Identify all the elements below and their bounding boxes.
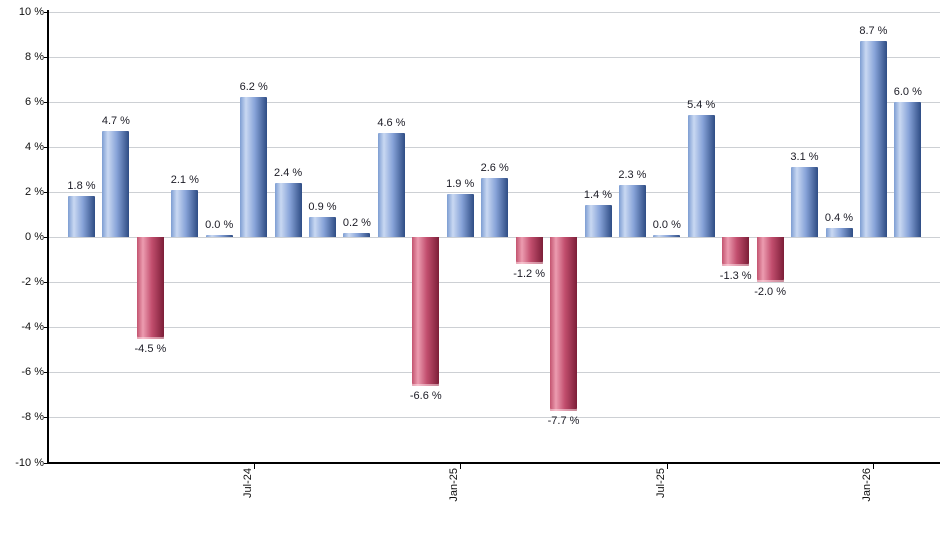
y-axis-tick--4pct [44, 327, 48, 328]
bar-Feb-24 [68, 196, 95, 237]
bar-Nov-24 [377, 133, 405, 237]
y-axis-tick-4pct [44, 147, 48, 148]
y-axis-label-10pct: 10 % [18, 6, 44, 18]
bar-value-label-Sep-25: -1.3 % [719, 270, 752, 283]
x-axis-label-Jan-26: Jan-26 [861, 468, 873, 502]
bar-value-label-Aug-24: 2.4 % [274, 166, 303, 179]
gridline-4pct [48, 147, 940, 148]
y-axis-label--8pct: -8 % [21, 411, 44, 423]
bar-value-label-Mar-24: 4.7 % [101, 115, 130, 127]
bar-value-label-Nov-24: 4.6 % [377, 117, 406, 130]
bar-Aug-24 [274, 182, 302, 237]
bar-Dec-24 [412, 237, 440, 386]
bar-Mar-25 [515, 237, 543, 265]
bar-Mar-24 [102, 131, 130, 237]
bar-Oct-24 [343, 232, 371, 237]
x-axis-line [47, 462, 940, 464]
y-axis-label-8pct: 8 % [25, 51, 44, 63]
y-axis-tick-0pct [44, 237, 48, 238]
bar-value-label-Dec-25: 0.4 % [824, 212, 854, 224]
bar-value-label-Aug-25: 5.4 % [687, 99, 716, 112]
y-axis-label-4pct: 4 % [25, 141, 44, 153]
gridline--4pct [48, 327, 940, 328]
gridline-0pct [48, 237, 940, 238]
bar-value-label-Jul-25: 0.0 % [652, 219, 681, 231]
gridline--2pct [48, 282, 940, 283]
bar-value-label-Jun-24: 0.0 % [205, 219, 234, 231]
gridline-6pct [48, 102, 940, 103]
x-axis-label-Jan-25: Jan-25 [448, 468, 460, 502]
bar-value-label-Feb-24: 1.8 % [67, 180, 96, 193]
y-axis-label--10pct: -10 % [15, 457, 44, 469]
bar-value-label-Mar-25: -1.2 % [513, 268, 545, 281]
bar-value-label-Nov-25: 3.1 % [790, 151, 819, 164]
y-axis-tick-10pct [44, 12, 48, 13]
bar-value-label-Jan-26: 8.7 % [859, 24, 888, 37]
bar-Feb-26 [894, 101, 922, 237]
gridline-10pct [48, 12, 940, 13]
x-axis-tick-Jan-26 [873, 464, 874, 469]
bar-value-label-May-25: 1.4 % [583, 189, 613, 202]
y-axis-label-2pct: 2 % [25, 186, 44, 198]
y-axis-line [47, 10, 49, 464]
y-axis-tick--2pct [44, 282, 48, 283]
x-axis-tick-Jul-24 [254, 464, 255, 469]
bar-Sep-24 [309, 216, 336, 237]
y-axis-tick--6pct [44, 372, 48, 373]
gridline--8pct [48, 417, 940, 418]
bar-value-label-May-24: 2.1 % [170, 173, 199, 186]
bar-Jul-25 [653, 235, 681, 237]
y-axis-tick--10pct [44, 463, 48, 464]
y-axis-label--6pct: -6 % [21, 366, 44, 378]
y-axis-label-6pct: 6 % [25, 96, 44, 108]
bar-Oct-25 [756, 237, 784, 283]
bar-value-label-Dec-24: -6.6 % [409, 389, 442, 402]
y-axis-tick-2pct [44, 192, 48, 193]
bar-value-label-Jul-24: 6.2 % [239, 81, 268, 94]
bar-value-label-Sep-24: 0.9 % [308, 200, 337, 213]
bar-value-label-Feb-26: 6.0 % [893, 85, 922, 98]
x-axis-label-Jul-24: Jul-24 [242, 468, 254, 498]
y-axis-tick-8pct [44, 57, 48, 58]
bar-Dec-25 [825, 228, 853, 237]
bar-value-label-Oct-24: 0.2 % [342, 216, 371, 229]
y-axis-tick--8pct [44, 417, 48, 418]
bar-Aug-25 [687, 115, 715, 237]
bar-May-24 [171, 189, 199, 237]
bar-Jun-24 [205, 235, 233, 237]
bar-Jun-25 [618, 185, 646, 237]
y-axis-tick-6pct [44, 102, 48, 103]
bar-Jan-26 [859, 40, 887, 237]
bar-value-label-Jan-25: 1.9 % [446, 178, 475, 191]
bar-Feb-25 [481, 178, 509, 237]
bar-Jan-25 [446, 194, 474, 237]
y-axis-label--4pct: -4 % [21, 321, 44, 333]
y-axis-label--2pct: -2 % [21, 276, 44, 288]
bar-May-25 [584, 205, 612, 237]
x-axis-label-Jul-25: Jul-25 [655, 468, 667, 498]
gridline-8pct [48, 57, 940, 58]
bar-value-label-Feb-25: 2.6 % [480, 162, 509, 175]
gridline--6pct [48, 372, 940, 373]
bar-Nov-25 [791, 167, 818, 237]
y-axis-label-0pct: 0 % [25, 231, 44, 243]
bar-value-label-Oct-25: -2.0 % [754, 286, 786, 299]
bar-Apr-24 [136, 237, 164, 339]
bar-value-label-Apr-25: -7.7 % [547, 414, 580, 427]
bar-value-label-Jun-25: 2.3 % [618, 169, 647, 182]
x-axis-tick-Jan-25 [460, 464, 461, 469]
bar-Apr-25 [550, 237, 577, 411]
bar-Sep-25 [722, 237, 750, 267]
x-axis-tick-Jul-25 [667, 464, 668, 469]
bar-Jul-24 [240, 97, 268, 237]
bar-value-label-Apr-24: -4.5 % [134, 342, 167, 355]
